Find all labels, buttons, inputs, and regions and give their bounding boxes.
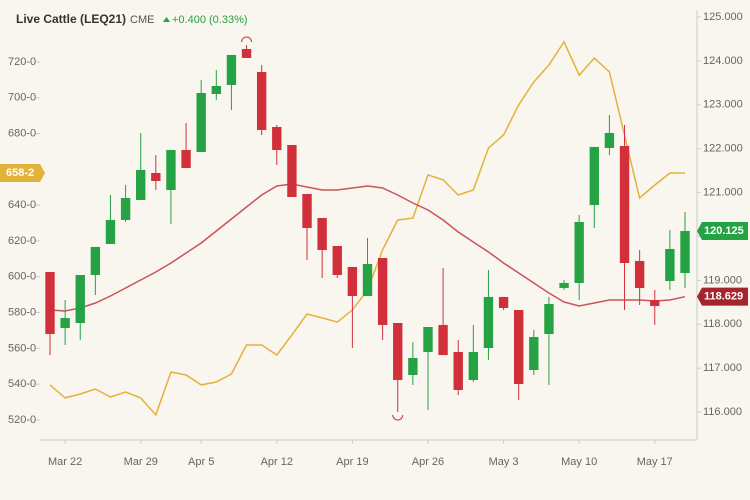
line-tag	[0, 163, 45, 182]
change: +0.400 (0.33%)	[172, 14, 248, 26]
candle-body	[408, 357, 418, 375]
y-tick-label: 700-0	[8, 92, 36, 104]
candle-body	[423, 327, 433, 352]
candle-body	[272, 126, 282, 150]
candle-body	[332, 246, 342, 275]
exchange: CME	[130, 14, 154, 26]
line-tag-label: 658-2	[6, 167, 34, 179]
x-tick-label: May 3	[489, 456, 519, 468]
y-tick-label: 720-0	[8, 56, 36, 68]
x-tick-label: Apr 12	[261, 456, 293, 468]
x-tick-label: Apr 19	[336, 456, 368, 468]
y-tick-label: 580-0	[8, 306, 36, 318]
candle-body	[529, 337, 539, 370]
x-tick-label: Apr 5	[188, 456, 214, 468]
candle-body	[226, 54, 237, 85]
candle-body	[302, 193, 312, 229]
line	[49, 183, 686, 312]
up-arrow	[163, 17, 170, 22]
candle-body	[317, 217, 327, 251]
candle-body	[619, 146, 630, 263]
y-tick-label: 520-0	[8, 414, 36, 426]
candle-body	[559, 282, 569, 288]
y2-tick-label: 116.000	[703, 406, 742, 418]
candle-body	[634, 260, 645, 288]
candle-body	[60, 318, 70, 329]
candle-body	[151, 173, 161, 181]
candle-body	[75, 274, 85, 324]
y2-tick-label: 119.000	[703, 274, 742, 286]
candle-body	[287, 144, 297, 197]
candle-body	[105, 219, 116, 244]
candle-body	[166, 149, 176, 190]
y2-tick-label: 121.000	[703, 186, 743, 198]
candle-body	[377, 257, 388, 325]
y-tick-label: 600-0	[8, 271, 36, 283]
y-tick-label: 540-0	[8, 378, 36, 390]
y2-tick-label: 122.000	[703, 143, 743, 155]
candle-body	[45, 271, 55, 334]
candle-body	[483, 296, 494, 348]
y-tick-label: 680-0	[8, 127, 36, 139]
candle-body	[181, 149, 191, 168]
candle-body	[362, 264, 373, 297]
line-tag	[697, 287, 748, 306]
candle-body	[453, 351, 463, 390]
candle-body	[604, 132, 615, 148]
chart-title: Live Cattle (LEQ21)	[16, 12, 126, 26]
candle-body	[211, 85, 221, 94]
candle-body	[90, 246, 101, 275]
high-marker	[241, 36, 253, 43]
candle-body	[347, 266, 358, 297]
candle-body	[438, 324, 448, 356]
candle-body	[589, 146, 599, 206]
y2-tick-label: 118.000	[703, 318, 742, 330]
candle-body	[514, 310, 524, 384]
y2-tick-label: 117.000	[703, 362, 742, 374]
x-tick-label: May 10	[561, 456, 597, 468]
low-marker	[392, 414, 404, 421]
candle-body	[136, 169, 146, 200]
candle-body	[120, 197, 131, 220]
y-tick-label: 560-0	[8, 342, 36, 354]
last-price-label: 120.125	[704, 225, 744, 237]
x-tick-label: Apr 26	[412, 456, 444, 468]
last-price-tag	[697, 221, 748, 240]
y-tick-label: 640-0	[8, 199, 36, 211]
y2-tick-label: 123.000	[703, 99, 743, 111]
x-tick-label: Mar 29	[124, 456, 158, 468]
candle-body	[196, 92, 206, 152]
candle-body	[241, 48, 252, 58]
candle-body	[650, 300, 660, 306]
x-tick-label: Mar 22	[48, 456, 82, 468]
y2-tick-label: 124.000	[703, 55, 743, 67]
y-tick-label: 620-0	[8, 235, 36, 247]
candle-body	[468, 351, 479, 380]
candle-body	[680, 230, 690, 274]
x-tick-label: May 17	[637, 456, 673, 468]
candle-body	[665, 248, 675, 281]
candle-body	[393, 323, 403, 380]
candle-body	[574, 221, 584, 283]
y2-tick-label: 125.000	[703, 11, 743, 23]
candle-body	[256, 71, 267, 130]
line-tag-label: 118.629	[704, 291, 743, 303]
candle-body	[544, 303, 554, 334]
candle-body	[498, 296, 509, 308]
